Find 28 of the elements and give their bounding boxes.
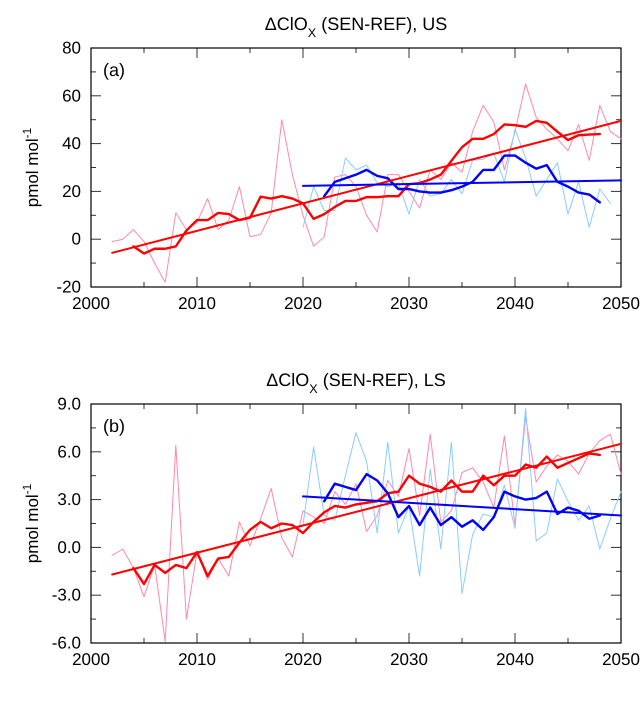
y-tick-label: 0.0 [57, 538, 81, 557]
y-tick-label: 60 [62, 86, 81, 106]
y-tick-label: 80 [62, 38, 81, 58]
x-tick-label: 2020 [284, 294, 322, 314]
chart-title: ΔClO$_{X}$ (SEN-REF), US [264, 14, 448, 40]
x-tick-label: 2050 [602, 294, 640, 314]
y-tick-label: 3.0 [57, 490, 81, 510]
y-tick-label: 0 [72, 230, 81, 249]
x-tick-label: 2020 [284, 650, 322, 670]
y-tick-label: -20 [56, 277, 81, 296]
y-tick-label: -6.0 [52, 633, 81, 652]
x-tick-label: 2000 [72, 294, 110, 314]
y-tick-label: 20 [62, 182, 81, 201]
y-tick-label: 40 [62, 134, 81, 154]
x-tick-label: 2010 [178, 650, 216, 670]
y-tick-label: -3.0 [52, 586, 81, 605]
x-tick-label: 2040 [496, 294, 534, 314]
x-tick-label: 2050 [602, 650, 640, 670]
x-tick-label: 2000 [72, 650, 110, 670]
annotation: (a) [103, 60, 125, 80]
x-tick-label: 2030 [390, 294, 428, 314]
y-tick-label: 9.0 [57, 394, 81, 414]
x-tick-label: 2040 [496, 650, 534, 670]
x-tick-label: 2030 [390, 650, 428, 670]
y-tick-label: 6.0 [57, 442, 81, 462]
annotation: (b) [103, 416, 125, 436]
chart-title: ΔClO$_{X}$ (SEN-REF), LS [266, 370, 446, 396]
x-tick-label: 2010 [178, 294, 216, 314]
